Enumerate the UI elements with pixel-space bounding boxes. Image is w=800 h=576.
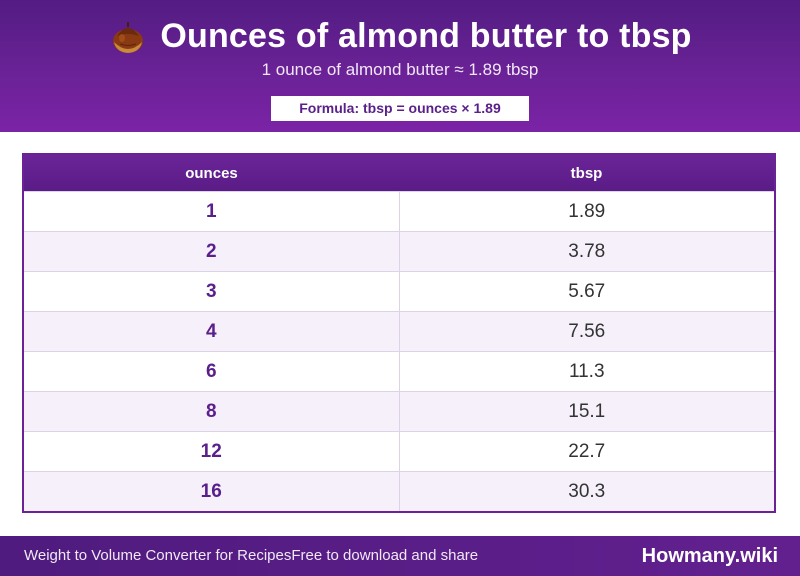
column-header-tbsp: tbsp [399,155,774,192]
table-row: 2 3.78 [24,231,774,272]
tbsp-cell: 1.89 [399,191,774,232]
footer-bar: Weight to Volume Converter for RecipesFr… [0,536,800,576]
column-header-ounces: ounces [24,155,399,192]
footer-caption: Weight to Volume Converter for RecipesFr… [24,536,478,576]
chestnut-icon [108,16,148,56]
tbsp-cell: 3.78 [399,231,774,272]
tbsp-cell: 22.7 [399,431,774,472]
ounces-cell: 4 [24,311,400,352]
footer-converter-label: Weight to Volume Converter for Recipes [24,547,292,564]
ounces-cell: 3 [24,271,400,312]
tbsp-cell: 15.1 [399,391,774,432]
tbsp-cell: 5.67 [399,271,774,312]
page-subtitle: 1 ounce of almond butter ≈ 1.89 tbsp [261,60,539,79]
brand-logo[interactable]: Howmany.wiki [641,545,778,567]
formula-badge: Formula: tbsp = ounces × 1.89 [271,96,529,121]
table-row: 12 22.7 [24,431,774,472]
table-row: 4 7.56 [24,311,774,352]
title-row: Ounces of almond butter to tbsp [0,14,800,58]
ounces-cell: 1 [24,191,400,232]
ounces-cell: 2 [24,231,400,272]
table-header-row: ounces tbsp [24,155,774,192]
table-row: 16 30.3 [24,471,774,511]
ounces-cell: 16 [24,471,400,511]
footer-share-note: Free to download and share [291,547,479,564]
table-row: 3 5.67 [24,271,774,312]
ounces-cell: 6 [24,351,400,392]
table-row: 1 1.89 [24,191,774,232]
tbsp-cell: 11.3 [399,351,774,392]
conversion-table-grid: ounces tbsp 1 1.89 2 3.78 3 5.67 4 7.56 [24,155,774,511]
conversion-table: ounces tbsp 1 1.89 2 3.78 3 5.67 4 7.56 [22,153,776,513]
ounces-cell: 8 [24,391,400,432]
page-title: Ounces of almond butter to tbsp [160,16,692,55]
tbsp-cell: 30.3 [399,471,774,511]
header-banner: Ounces of almond butter to tbsp 1 ounce … [0,0,800,132]
table-row: 8 15.1 [24,391,774,432]
tbsp-cell: 7.56 [399,311,774,352]
table-row: 6 11.3 [24,351,774,392]
ounces-cell: 12 [24,431,400,472]
